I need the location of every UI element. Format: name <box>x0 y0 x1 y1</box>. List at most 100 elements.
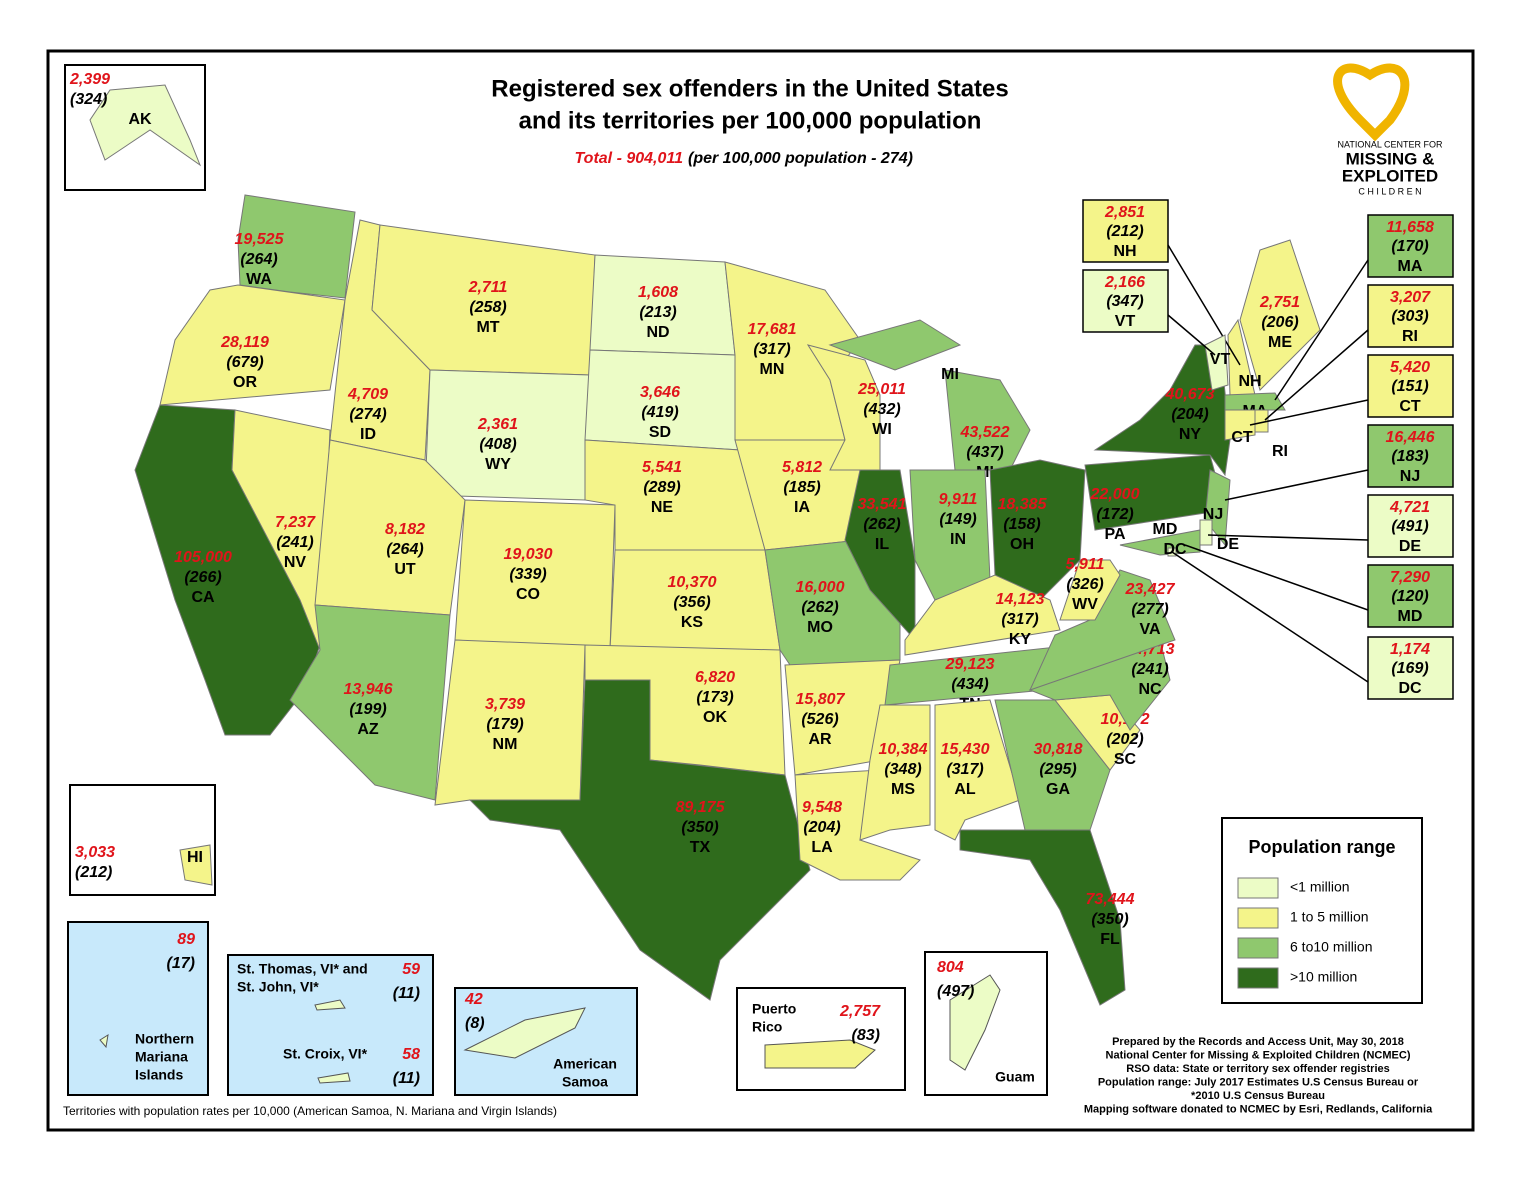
callout: 11,658 (170) MA <box>1386 219 1434 275</box>
title: Registered sex offenders in the United S… <box>491 75 1008 102</box>
count-label: 8,182 <box>385 521 425 538</box>
rate-label: (317) <box>753 341 790 358</box>
rate-label: (11) <box>393 1070 420 1087</box>
rate-label: (262) <box>801 599 838 616</box>
rate-label: (212) <box>75 864 112 881</box>
credit: Mapping software donated to NCMEC by Esr… <box>1084 1103 1433 1115</box>
count-label: 18,385 <box>998 496 1048 513</box>
state-abbr: MT <box>476 319 499 336</box>
state-abbr: AZ <box>357 721 379 738</box>
territory-shape <box>314 999 346 1011</box>
territory-name: St. John, VI* <box>237 979 319 995</box>
count-label: 105,000 <box>174 549 232 566</box>
territory-name: American <box>553 1056 617 1072</box>
state-abbr: PA <box>1104 526 1125 543</box>
count-label: 2,361 <box>477 416 518 433</box>
rate-label: (277) <box>1131 601 1168 618</box>
callout-box <box>1367 214 1454 278</box>
count-label: 58 <box>402 1046 420 1063</box>
legend-swatch <box>1237 937 1279 959</box>
rate-label: (120) <box>1391 588 1428 605</box>
legend-swatch <box>1237 967 1279 989</box>
rate-label: (202) <box>1106 731 1143 748</box>
rate-label: (339) <box>509 566 546 583</box>
state <box>1224 409 1256 441</box>
rate-label: (324) <box>70 91 107 108</box>
rate-label: (172) <box>1096 506 1133 523</box>
state <box>959 829 1126 1006</box>
state-abbr: NY <box>1179 426 1202 443</box>
rate-label: (295) <box>1039 761 1076 778</box>
count-label: 2,851 <box>1104 204 1145 221</box>
logo-text: C H I L D R E N <box>1358 186 1421 196</box>
rate-label: (169) <box>1391 660 1428 677</box>
state <box>179 844 213 886</box>
state-abbr: MA <box>1398 258 1423 275</box>
territory-name: Guam <box>995 1069 1035 1085</box>
count-label: 804 <box>937 959 964 976</box>
rate-label: (204) <box>803 819 840 836</box>
count-label: 16,000 <box>796 579 845 596</box>
state-abbr: IL <box>875 536 889 553</box>
territory-shape <box>764 1039 876 1069</box>
state <box>806 344 881 471</box>
rate-label: (317) <box>1001 611 1038 628</box>
count-label: 9,911 <box>939 491 978 508</box>
rate-label: (199) <box>349 701 386 718</box>
state-abbr: KS <box>681 614 704 631</box>
count-label: 89,175 <box>676 799 726 816</box>
count-label: 1,608 <box>638 284 678 301</box>
rate-label: (437) <box>966 444 1003 461</box>
state-abbr: NC <box>1138 681 1162 698</box>
state-abbr: VT <box>1115 313 1136 330</box>
callout-box <box>1367 354 1454 418</box>
callout: 2,166 (347) VT <box>1104 274 1145 330</box>
state-abbr: WI <box>872 421 892 438</box>
rate-label: (185) <box>783 479 820 496</box>
leader-line <box>1167 314 1216 356</box>
count-label: 4,721 <box>1389 499 1430 516</box>
count-label: 7,290 <box>1390 569 1430 586</box>
rate-label: (326) <box>1066 576 1103 593</box>
territory-shape <box>463 1007 586 1059</box>
count-label: 1,174 <box>1390 641 1430 658</box>
count-label: 29,123 <box>945 656 995 673</box>
rate-label: (264) <box>240 251 277 268</box>
state-abbr: HI <box>187 849 203 866</box>
count-label: 73,444 <box>1086 891 1135 908</box>
state <box>231 409 331 651</box>
rate-label: (419) <box>641 404 678 421</box>
state <box>468 679 811 1001</box>
count-label: 5,812 <box>782 459 822 476</box>
state <box>1059 559 1121 621</box>
legend-label: <1 million <box>1290 879 1350 895</box>
count-label: 5,911 <box>1066 556 1105 573</box>
count-label: 15,807 <box>796 691 846 708</box>
rate-label: (212) <box>1106 223 1143 240</box>
state-abbr: GA <box>1046 781 1070 798</box>
state-abbr: WV <box>1072 596 1098 613</box>
rate-label: (8) <box>465 1015 485 1032</box>
territory-shape <box>317 1072 351 1084</box>
state-abbr: VA <box>1139 621 1160 638</box>
count-label: 5,420 <box>1390 359 1430 376</box>
state-abbr: NM <box>493 736 518 753</box>
count-label: 7,237 <box>275 514 316 531</box>
territory-name: Rico <box>752 1019 782 1035</box>
state-abbr: LA <box>811 839 833 856</box>
state-abbr: DE <box>1217 536 1240 553</box>
rate-label: (179) <box>486 716 523 733</box>
callout: 2,851 (212) NH <box>1104 204 1145 260</box>
rate-label: (11) <box>393 985 420 1002</box>
credit: Population range: July 2017 Estimates U.… <box>1098 1076 1419 1088</box>
rate-label: (213) <box>639 304 676 321</box>
count-label: 19,525 <box>235 231 285 248</box>
total-rate: (per 100,000 population - 274) <box>688 150 913 167</box>
state <box>314 439 466 616</box>
rate-label: (497) <box>937 983 974 1000</box>
state-abbr: NJ <box>1203 506 1223 523</box>
rate-label: (264) <box>386 541 423 558</box>
count-label: 89 <box>177 931 195 948</box>
state <box>828 319 962 371</box>
